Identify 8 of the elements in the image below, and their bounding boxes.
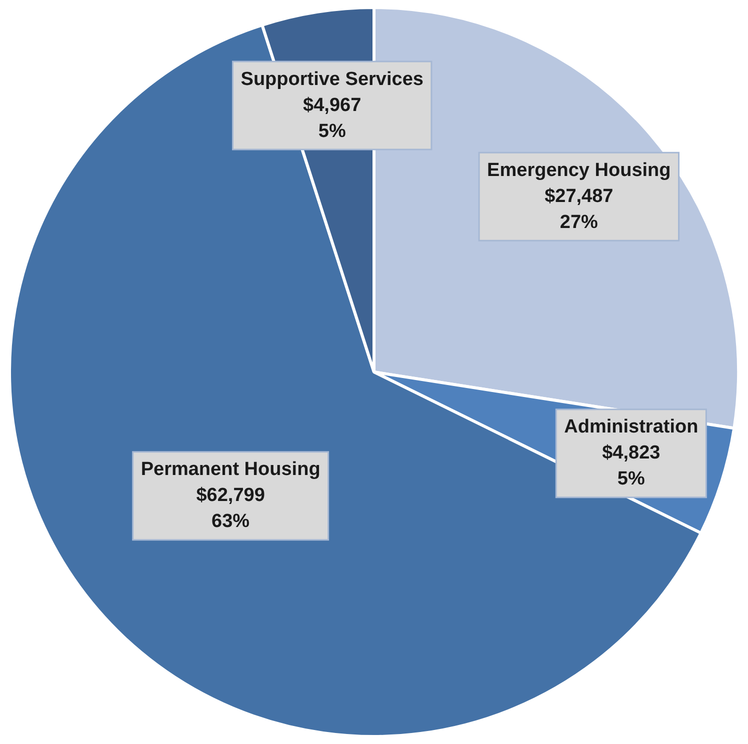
data-label: $62,799 63% xyxy=(196,485,265,532)
data-label: $4,823 5% xyxy=(602,442,660,490)
slice-label: Administration xyxy=(564,416,698,438)
slice-label: Permanent Housing xyxy=(140,459,320,480)
slice-label: Emergency Housing xyxy=(487,160,671,181)
data-label: $4,967 5% xyxy=(303,94,362,142)
slice-label: Supportive Services xyxy=(240,68,424,90)
data-label: $27,487 27% xyxy=(544,186,614,233)
